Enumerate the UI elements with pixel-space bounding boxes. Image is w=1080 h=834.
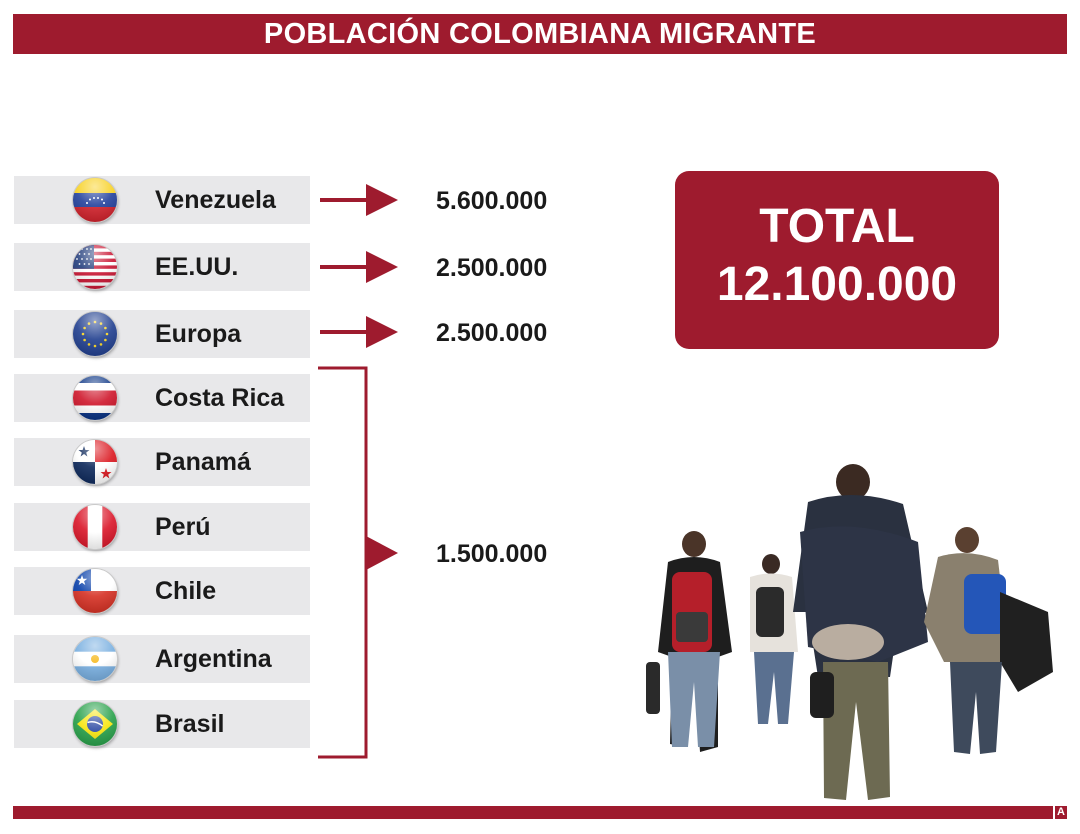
usa-flag-icon <box>73 245 117 289</box>
arrow-icon <box>320 251 398 283</box>
country-label: EE.UU. <box>155 253 239 281</box>
country-row-chile: Chile <box>14 567 310 615</box>
country-label: Costa Rica <box>155 384 285 412</box>
venezuela-flag-icon <box>73 178 117 222</box>
value-label: 1.500.000 <box>436 540 548 568</box>
country-row-panama: Panamá <box>14 438 310 486</box>
country-row-argentina: Argentina <box>14 635 310 683</box>
country-label: Perú <box>155 513 211 541</box>
country-label: Argentina <box>155 645 272 673</box>
peru-flag-icon <box>73 505 117 549</box>
country-label: Venezuela <box>155 186 276 214</box>
country-row-venezuela: Venezuela <box>14 176 310 224</box>
total-label: TOTAL <box>759 200 915 253</box>
country-label: Europa <box>155 320 242 348</box>
migrant-figure <box>750 554 798 724</box>
country-row-peru: Perú <box>14 503 310 551</box>
eu-flag-icon <box>73 312 117 356</box>
chile-flag-icon <box>73 569 117 613</box>
footer-bar <box>13 806 1053 819</box>
publisher-logo: A <box>1055 806 1067 819</box>
country-row-europa: Europa <box>14 310 310 358</box>
total-value: 12.100.000 <box>716 258 958 311</box>
migrants-photo <box>646 464 1053 800</box>
country-label: Chile <box>155 577 217 605</box>
country-row-costa-rica: Costa Rica <box>14 374 310 422</box>
migrant-figure <box>646 531 732 752</box>
brasil-flag-icon <box>73 702 117 746</box>
page-title: POBLACIÓN COLOMBIANA MIGRANTE <box>13 14 1067 54</box>
costa-rica-flag-icon <box>73 376 117 420</box>
value-label: 2.500.000 <box>436 319 548 347</box>
country-label: Panamá <box>155 448 251 476</box>
country-row-usa: EE.UU. <box>14 243 310 291</box>
value-label: 5.600.000 <box>436 187 548 215</box>
migrant-figure <box>924 527 1053 754</box>
arrow-icon <box>320 316 398 348</box>
value-label: 2.500.000 <box>436 254 548 282</box>
migrant-figure <box>793 464 928 800</box>
argentina-flag-icon <box>73 637 117 681</box>
country-row-brasil: Brasil <box>14 700 310 748</box>
arrow-icon <box>320 184 398 216</box>
total-box: TOTAL 12.100.000 <box>675 171 999 349</box>
bracket-icon <box>318 366 398 759</box>
country-label: Brasil <box>155 710 225 738</box>
